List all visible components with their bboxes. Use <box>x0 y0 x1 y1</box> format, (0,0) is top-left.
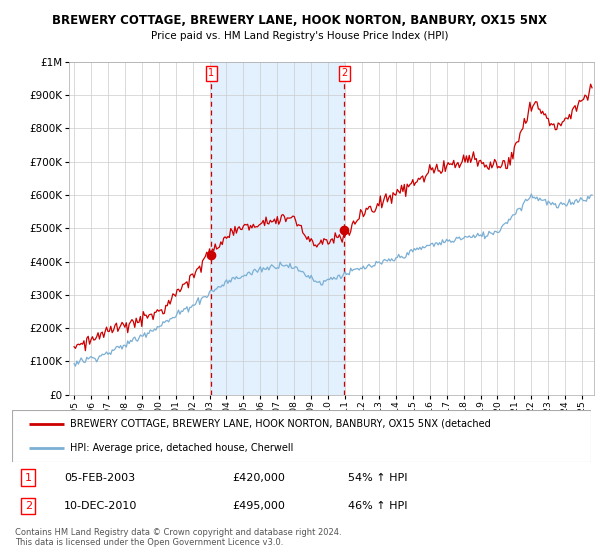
Text: 1: 1 <box>25 473 32 483</box>
Text: 1: 1 <box>208 68 214 78</box>
Text: £420,000: £420,000 <box>232 473 285 483</box>
Text: Price paid vs. HM Land Registry's House Price Index (HPI): Price paid vs. HM Land Registry's House … <box>151 31 449 41</box>
Text: 10-DEC-2010: 10-DEC-2010 <box>64 501 137 511</box>
Text: 46% ↑ HPI: 46% ↑ HPI <box>348 501 407 511</box>
Text: 05-FEB-2003: 05-FEB-2003 <box>64 473 135 483</box>
Text: 2: 2 <box>25 501 32 511</box>
Text: 54% ↑ HPI: 54% ↑ HPI <box>348 473 407 483</box>
Text: BREWERY COTTAGE, BREWERY LANE, HOOK NORTON, BANBURY, OX15 5NX: BREWERY COTTAGE, BREWERY LANE, HOOK NORT… <box>53 14 548 27</box>
Text: 2: 2 <box>341 68 347 78</box>
Text: HPI: Average price, detached house, Cherwell: HPI: Average price, detached house, Cher… <box>70 443 293 453</box>
Text: Contains HM Land Registry data © Crown copyright and database right 2024.
This d: Contains HM Land Registry data © Crown c… <box>15 528 341 547</box>
Text: BREWERY COTTAGE, BREWERY LANE, HOOK NORTON, BANBURY, OX15 5NX (detached: BREWERY COTTAGE, BREWERY LANE, HOOK NORT… <box>70 419 491 429</box>
Text: £495,000: £495,000 <box>232 501 285 511</box>
Bar <box>211 62 344 395</box>
